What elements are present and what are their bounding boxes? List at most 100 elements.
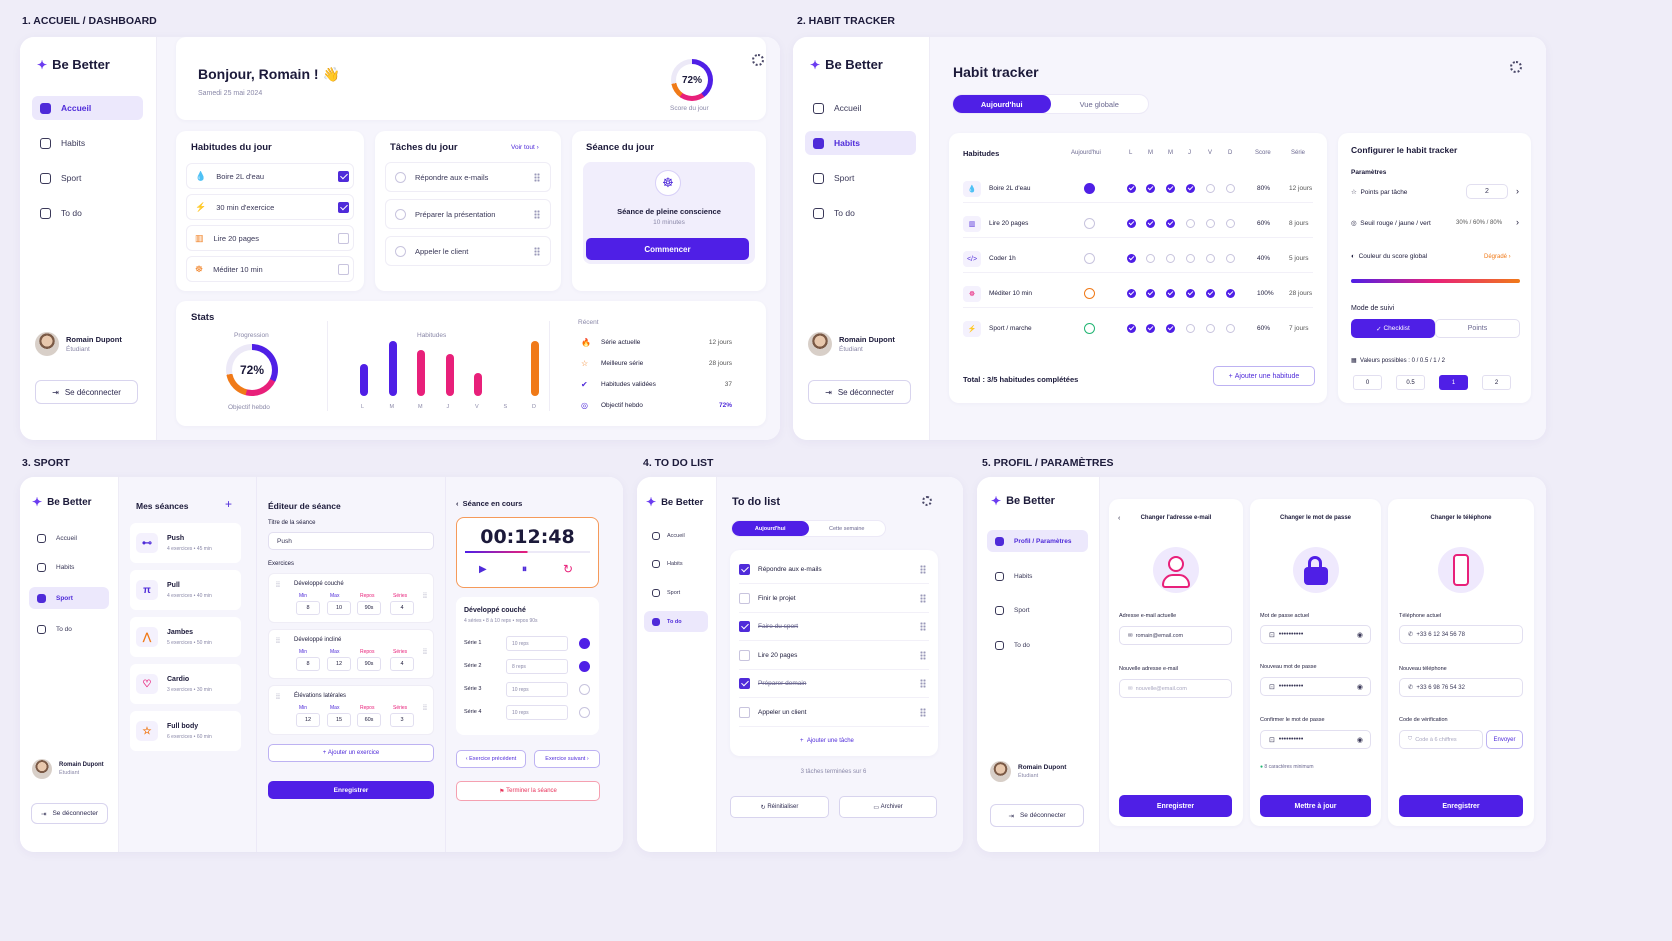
day-dot[interactable] bbox=[1166, 184, 1175, 193]
drag-handle-icon[interactable]: ⁞⁞ bbox=[423, 649, 427, 656]
save-button[interactable]: Enregistrer bbox=[268, 781, 434, 799]
drag-handle-icon[interactable] bbox=[920, 622, 926, 631]
task-radio[interactable] bbox=[395, 208, 406, 220]
next-exercise-button[interactable]: Exercice suivant › bbox=[534, 750, 600, 768]
exercise-value-field[interactable]: 60s bbox=[357, 713, 381, 727]
habit-row[interactable]: ☸ Méditer 10 min bbox=[186, 256, 354, 282]
drag-handle-icon[interactable]: ⁞⁞ bbox=[276, 638, 280, 645]
update-password-button[interactable]: Mettre à jour bbox=[1260, 795, 1371, 817]
tab-today[interactable]: Aujourd'hui bbox=[953, 95, 1051, 113]
day-dot[interactable] bbox=[1146, 289, 1155, 298]
drag-handle-icon[interactable]: ⁞⁞ bbox=[423, 593, 427, 600]
sidebar-item-habits[interactable]: Habits bbox=[29, 557, 109, 577]
habit-row[interactable]: ▥ Lire 20 pages bbox=[186, 225, 354, 251]
code-field[interactable]: ⛉ Code à 6 chiffres bbox=[1399, 730, 1483, 749]
set-check[interactable] bbox=[579, 661, 590, 672]
sidebar-item-sport[interactable]: Sport bbox=[29, 587, 109, 609]
session-title-input[interactable]: Push bbox=[268, 532, 434, 550]
sidebar-item-todo[interactable]: To do bbox=[644, 611, 708, 632]
todo-checkbox[interactable] bbox=[739, 621, 750, 632]
day-dot[interactable] bbox=[1146, 219, 1155, 228]
drag-handle-icon[interactable] bbox=[534, 173, 540, 182]
session-item[interactable]: ♡ Cardio 3 exercices • 30 min bbox=[130, 664, 241, 704]
logout-button[interactable]: ⇥ Se déconnecter bbox=[990, 804, 1084, 827]
day-dot[interactable] bbox=[1226, 324, 1235, 333]
back-icon[interactable]: ‹ bbox=[1118, 515, 1121, 522]
exercise-value-field[interactable]: 15 bbox=[327, 713, 351, 727]
session-item[interactable]: ☆ Full body 6 exercices • 60 min bbox=[130, 711, 241, 751]
set-check[interactable] bbox=[579, 684, 590, 695]
phone-current-field[interactable]: ✆ +33 6 12 34 56 78 bbox=[1399, 625, 1523, 644]
habit-row[interactable]: 💧 Boire 2L d'eau bbox=[186, 163, 354, 189]
play-icon[interactable]: ▶ bbox=[479, 564, 487, 575]
day-dot[interactable] bbox=[1127, 219, 1136, 228]
exercise-value-field[interactable]: 90s bbox=[357, 657, 381, 671]
exercise-value-field[interactable]: 8 bbox=[296, 657, 320, 671]
add-session-icon[interactable]: + bbox=[225, 497, 233, 511]
drag-handle-icon[interactable] bbox=[920, 679, 926, 688]
add-task-button[interactable]: + Ajouter une tâche bbox=[800, 738, 854, 744]
drag-handle-icon[interactable]: ⁞⁞ bbox=[276, 694, 280, 701]
habit-checkbox[interactable] bbox=[338, 171, 349, 182]
value-chip[interactable]: 2 bbox=[1482, 375, 1511, 390]
pause-icon[interactable]: ⏸ bbox=[522, 564, 527, 575]
password-confirm-field[interactable]: ⊡ •••••••••• ◉ bbox=[1260, 730, 1371, 749]
today-status[interactable] bbox=[1084, 288, 1095, 299]
drag-handle-icon[interactable]: ⁞⁞ bbox=[423, 705, 427, 712]
tab-global[interactable]: Vue globale bbox=[1079, 99, 1119, 109]
sidebar-item-profile[interactable]: Profil / Paramètres bbox=[987, 530, 1088, 552]
today-status[interactable] bbox=[1084, 218, 1095, 229]
day-dot[interactable] bbox=[1186, 324, 1195, 333]
day-dot[interactable] bbox=[1166, 324, 1175, 333]
password-current-field[interactable]: ⊡ •••••••••• ◉ bbox=[1260, 625, 1371, 644]
exercise-value-field[interactable]: 10 bbox=[327, 601, 351, 615]
day-dot[interactable] bbox=[1146, 254, 1155, 263]
day-dot[interactable] bbox=[1206, 324, 1215, 333]
drag-handle-icon[interactable] bbox=[920, 707, 926, 717]
drag-handle-icon[interactable] bbox=[534, 247, 540, 256]
habit-checkbox[interactable] bbox=[338, 233, 349, 244]
save-phone-button[interactable]: Enregistrer bbox=[1399, 795, 1523, 817]
gradient-value[interactable]: Dégradé › bbox=[1484, 254, 1511, 260]
day-dot[interactable] bbox=[1186, 289, 1195, 298]
password-new-field[interactable]: ⊡ •••••••••• ◉ bbox=[1260, 677, 1371, 696]
chevron-right-icon[interactable]: › bbox=[1516, 186, 1519, 196]
gear-icon[interactable] bbox=[1510, 61, 1522, 73]
exercise-value-field[interactable]: 12 bbox=[296, 713, 320, 727]
previous-exercise-button[interactable]: ‹ Exercice précédent bbox=[456, 750, 526, 768]
drag-handle-icon[interactable] bbox=[920, 650, 926, 660]
todo-checkbox[interactable] bbox=[739, 678, 750, 689]
set-reps-field[interactable]: 10 reps bbox=[506, 682, 568, 697]
day-dot[interactable] bbox=[1186, 219, 1195, 228]
habit-row[interactable]: ⚡ 30 min d'exercice bbox=[186, 194, 354, 220]
today-status[interactable] bbox=[1084, 253, 1095, 264]
sidebar-item-home[interactable]: Accueil bbox=[644, 527, 708, 545]
exercise-value-field[interactable]: 3 bbox=[390, 713, 414, 727]
todo-checkbox[interactable] bbox=[739, 592, 750, 604]
task-row[interactable]: Préparer la présentation bbox=[385, 199, 551, 229]
finish-session-button[interactable]: ⚑ Terminer la séance bbox=[456, 781, 600, 801]
points-input[interactable]: 2 bbox=[1466, 184, 1508, 199]
eye-icon[interactable]: ◉ bbox=[1356, 736, 1363, 744]
sidebar-item-sport[interactable]: Sport bbox=[32, 166, 143, 190]
eye-icon[interactable]: ◉ bbox=[1356, 683, 1363, 691]
sidebar-item-habits[interactable]: Habits bbox=[987, 565, 1088, 587]
sidebar-item-habits[interactable]: Habits bbox=[32, 131, 143, 155]
exercise-item[interactable]: ⁞⁞ Élévations latérales Min 12 Max 15 Repos 60s… bbox=[268, 685, 434, 735]
value-chip[interactable]: 0 bbox=[1353, 375, 1382, 390]
habit-checkbox[interactable] bbox=[338, 264, 349, 275]
sidebar-item-habits[interactable]: Habits bbox=[805, 131, 916, 155]
drag-handle-icon[interactable]: ⁞⁞ bbox=[276, 582, 280, 589]
value-chip[interactable]: 1 bbox=[1439, 375, 1468, 390]
send-code-button[interactable]: Envoyer bbox=[1486, 730, 1523, 749]
task-row[interactable]: Appeler le client bbox=[385, 236, 551, 266]
set-check[interactable] bbox=[579, 707, 590, 718]
eye-icon[interactable]: ◉ bbox=[1356, 631, 1363, 639]
archive-button[interactable]: ▭ Archiver bbox=[839, 796, 937, 818]
exercise-item[interactable]: ⁞⁞ Développé incliné Min 8 Max 12 Repos 90s Séri… bbox=[268, 629, 434, 679]
session-item[interactable]: ⋀ Jambes 5 exercices • 50 min bbox=[130, 617, 241, 657]
gear-icon[interactable] bbox=[922, 496, 932, 506]
day-dot[interactable] bbox=[1186, 184, 1195, 193]
drag-handle-icon[interactable] bbox=[920, 593, 926, 603]
day-dot[interactable] bbox=[1186, 254, 1195, 263]
